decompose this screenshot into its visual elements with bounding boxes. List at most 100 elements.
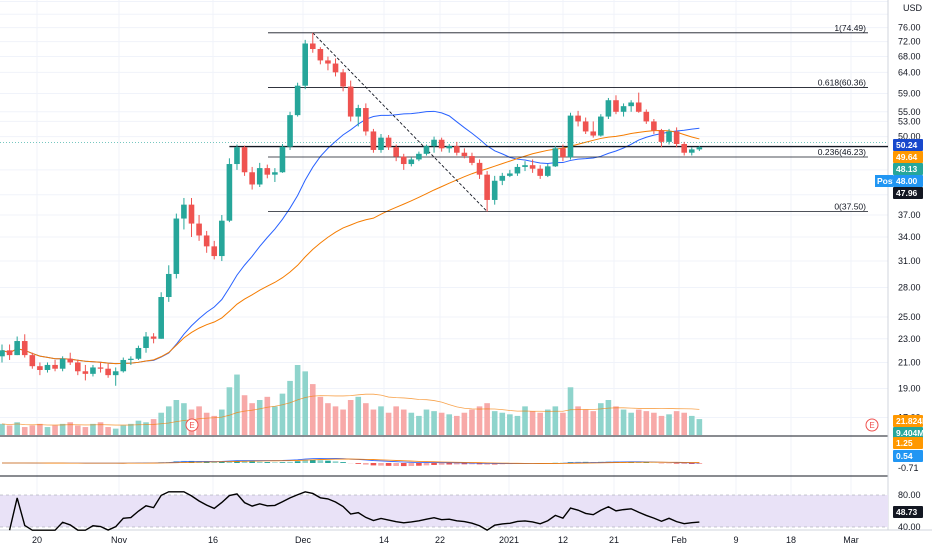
volume-bar: [590, 411, 597, 435]
volume-bar: [537, 412, 543, 435]
macd-signal-badge-bg: [893, 437, 923, 449]
volume-bar: [613, 406, 619, 435]
volume-bar: [67, 422, 74, 435]
macd-histogram-bar: [400, 463, 407, 467]
candle-body: [514, 166, 521, 174]
ema-value-badge-bg: [893, 151, 923, 163]
candle-body: [105, 368, 111, 376]
volume-bar: [173, 400, 180, 435]
candle-body: [29, 355, 36, 367]
candle-body: [582, 121, 589, 132]
volume-bar: [135, 420, 142, 435]
candle-body: [446, 146, 453, 149]
macd-histogram-bar: [249, 461, 255, 463]
macd-histogram-bar: [408, 463, 415, 466]
candle-body: [552, 148, 559, 167]
macd-histogram-bar: [264, 462, 271, 463]
candles[interactable]: [0, 32, 703, 386]
candle-body: [294, 85, 301, 116]
volume-bar: [529, 411, 536, 435]
ema-value-badge: 49.64: [896, 152, 918, 162]
candle-body: [181, 204, 187, 219]
fibonacci-levels[interactable]: 1(74.49) 0.618(60.36) 0.236(46.23) 0(37.50): [0, 23, 888, 212]
volume-bar: [0, 423, 5, 435]
candle-body: [0, 350, 5, 357]
candle-body: [112, 371, 119, 376]
volume-bar: [165, 406, 172, 435]
candle-body: [173, 218, 180, 274]
candle-body: [355, 108, 362, 117]
candle-body: [325, 60, 331, 64]
volume-bar: [52, 425, 58, 435]
volume-bar: [393, 406, 399, 435]
fib-level-label: 0.236(46.23): [818, 147, 866, 157]
last-price-badge: 48.13: [896, 164, 918, 174]
price-tick-label: 37.00: [898, 210, 921, 220]
volume-bar: [385, 412, 392, 435]
date-axis[interactable]: 20 Nov 16 Dec 14 22 2021 12 21 Feb 9 18 Mar: [32, 535, 859, 545]
macd-histogram-bar: [643, 462, 650, 463]
grid: [0, 0, 932, 531]
candle-body: [635, 102, 642, 112]
macd-histogram-bar: [370, 463, 377, 466]
macd-histogram-bar: [355, 463, 362, 464]
sma-value-badge: 50.24: [896, 140, 918, 150]
earnings-marker-icon: [865, 418, 879, 432]
candle-body: [226, 164, 233, 221]
volume-bar: [651, 412, 657, 435]
earnings-marker-label: E: [869, 421, 874, 430]
date-tick-label: 14: [379, 535, 389, 545]
rsi-pane: [0, 491, 888, 531]
volume-bar: [234, 374, 240, 435]
price-tick-label: 68.00: [898, 52, 921, 62]
macd-histogram-bar: [446, 463, 453, 465]
volume-bar: [582, 409, 589, 435]
candle-body: [317, 49, 324, 61]
volume-bar: [620, 409, 627, 435]
macd-histogram-bar: [393, 463, 399, 467]
volume-bar: [75, 425, 81, 435]
earnings-marker-icon: [185, 418, 199, 432]
candle-body: [309, 43, 316, 50]
volume-ma-line: [1, 393, 700, 426]
candle-body: [491, 180, 498, 200]
candle-body: [378, 137, 384, 150]
volume-bar: [309, 384, 316, 435]
volume-ma-badge-bg: [893, 415, 923, 427]
price-tick-label: 31.00: [898, 256, 921, 266]
macd-histogram-bar: [438, 463, 445, 465]
candle-body: [302, 43, 308, 86]
date-tick-label: 9: [733, 535, 738, 545]
candle-body: [522, 165, 528, 167]
date-tick-label: Nov: [111, 535, 128, 545]
candle-body: [408, 159, 415, 165]
macd-histogram-bar: [431, 463, 437, 465]
candle-body: [658, 130, 665, 142]
low-price-badge-bg: [893, 187, 923, 199]
candle-body: [696, 147, 703, 150]
candle-body: [507, 173, 513, 176]
currency-label: USD: [903, 3, 923, 13]
volume-bar: [279, 393, 286, 435]
date-tick-label: Feb: [671, 535, 687, 545]
candle-body: [484, 174, 490, 200]
candle-body: [370, 131, 377, 150]
candle-body: [234, 147, 240, 165]
volume-bar: [673, 411, 680, 435]
candle-body: [537, 168, 543, 176]
candle-body: [476, 162, 483, 175]
candle-body: [575, 115, 581, 122]
date-tick-label: 22: [435, 535, 445, 545]
volume-bar: [438, 412, 445, 435]
volume-bar: [6, 425, 13, 435]
macd-histogram-bar: [416, 463, 422, 466]
volume-bar: [44, 427, 51, 435]
candle-body: [598, 116, 604, 136]
candle-body: [44, 364, 51, 370]
volume-bar: [203, 412, 210, 435]
volume-bar: [226, 387, 233, 435]
